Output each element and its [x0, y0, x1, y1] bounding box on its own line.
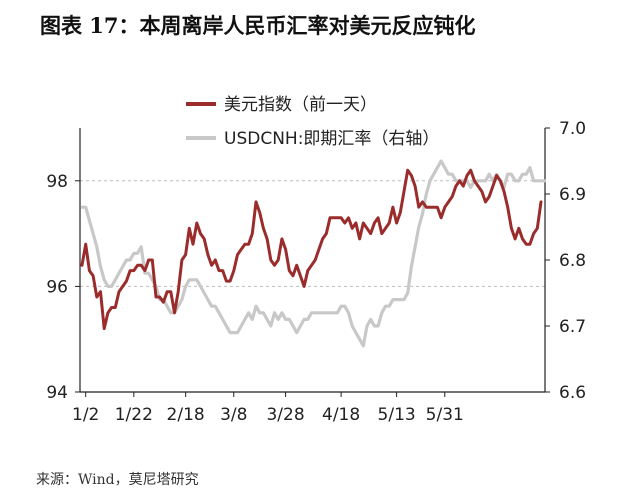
- series-line-dxy: [80, 168, 543, 331]
- x-tick-label: 2/18: [167, 405, 205, 425]
- right-tick-label: 6.6: [559, 383, 586, 403]
- right-tick-label: 6.8: [559, 251, 586, 271]
- right-tick-label: 7.0: [559, 119, 586, 139]
- x-tick-label: 3/28: [266, 405, 304, 425]
- figure-title: 图表 17：本周离岸人民币汇率对美元反应钝化: [40, 13, 476, 38]
- legend-label: USDCNH:即期汇率（右轴）: [224, 129, 439, 149]
- x-tick-label: 4/18: [322, 405, 360, 425]
- x-tick-label: 3/8: [220, 405, 247, 425]
- series-line-usdcnh: [80, 159, 547, 348]
- legend-item-usdcnh: USDCNH:即期汇率（右轴）: [186, 129, 439, 149]
- legend-item-dxy: 美元指数（前一天）: [186, 95, 377, 115]
- axes-layer: [75, 127, 550, 397]
- right-tick-label: 6.7: [559, 317, 586, 337]
- left-tick-label: 98: [46, 172, 68, 192]
- legend-label: 美元指数（前一天）: [224, 95, 377, 115]
- x-tick-label: 5/13: [378, 405, 416, 425]
- x-tick-label: 5/31: [426, 405, 464, 425]
- source-note: 来源：Wind，莫尼塔研究: [36, 472, 199, 488]
- legend: 美元指数（前一天） USDCNH:即期汇率（右轴）: [186, 95, 439, 149]
- right-tick-label: 6.9: [559, 185, 586, 205]
- tick-labels-layer: 94 96 98 6.6 6.7 6.8 6.9 7.0 1/2 1/22 2/18 3/8 3/28 4…: [46, 119, 586, 425]
- left-tick-label: 96: [46, 277, 68, 297]
- series-layer: [80, 159, 547, 348]
- grid-layer: [80, 180, 545, 287]
- x-tick-label: 1/22: [115, 405, 153, 425]
- x-tick-label: 1/2: [72, 405, 99, 425]
- left-tick-label: 94: [46, 383, 68, 403]
